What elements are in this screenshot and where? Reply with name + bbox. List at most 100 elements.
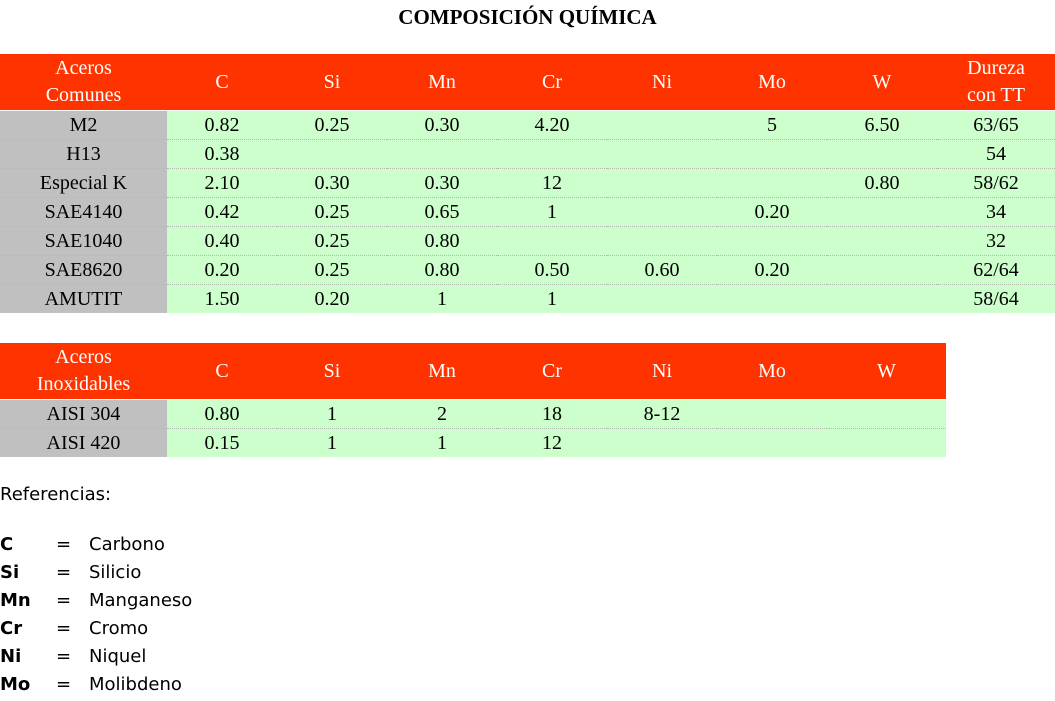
steel-name-cell: AMUTIT <box>0 284 167 313</box>
column-header-cr: Cr <box>497 54 607 111</box>
reference-equals: = <box>56 646 72 667</box>
value-cell: 0.25 <box>277 226 387 256</box>
common-steels-table: Aceros Comunes C Si Mn Cr Ni Mo W Dureza… <box>0 54 1055 313</box>
header-line: Inoxidables <box>36 373 131 395</box>
value-cell: 1 <box>497 197 607 227</box>
steel-name-cell: AISI 304 <box>0 399 167 429</box>
value-cell: 1 <box>387 428 497 457</box>
reference-symbol: Mn <box>0 590 31 611</box>
value-cell <box>827 284 937 313</box>
column-header-c: C <box>167 343 277 400</box>
value-cell: 62/64 <box>937 255 1055 285</box>
column-header-hardness: Dureza con TT <box>937 54 1055 111</box>
steel-name-cell: AISI 420 <box>0 428 167 457</box>
value-cell <box>717 399 827 429</box>
stainless-steels-table: Aceros Inoxidables C Si Mn Cr Ni Mo W AI… <box>0 343 946 457</box>
value-cell <box>607 110 717 140</box>
steel-name-cell: H13 <box>0 139 167 169</box>
value-cell: 0.82 <box>167 110 277 140</box>
value-cell: 0.50 <box>497 255 607 285</box>
column-header-cr: Cr <box>497 343 607 400</box>
value-cell: 58/64 <box>937 284 1055 313</box>
table-row: SAE8620 0.20 0.25 0.80 0.50 0.60 0.20 62/64 <box>0 255 1055 285</box>
value-cell <box>607 428 717 457</box>
column-header-si: Si <box>277 54 387 111</box>
value-cell <box>607 226 717 256</box>
value-cell <box>717 226 827 256</box>
table-row: H13 0.38 54 <box>0 139 1055 169</box>
page-title: COMPOSICIÓN QUÍMICA <box>398 5 657 29</box>
value-cell: 2 <box>387 399 497 429</box>
reference-equals: = <box>56 590 72 611</box>
value-cell: 1 <box>277 428 387 457</box>
value-cell <box>277 139 387 169</box>
reference-symbol: Mo <box>0 674 31 695</box>
value-cell: 0.65 <box>387 197 497 227</box>
value-cell: 54 <box>937 139 1055 169</box>
value-cell <box>497 226 607 256</box>
steel-name-cell: SAE8620 <box>0 255 167 285</box>
column-header-si: Si <box>277 343 387 400</box>
value-cell: 8-12 <box>607 399 717 429</box>
column-header-w: W <box>827 343 946 400</box>
value-cell <box>607 139 717 169</box>
header-line: Comunes <box>45 84 122 106</box>
value-cell <box>717 428 827 457</box>
steel-name-cell: M2 <box>0 110 167 140</box>
header-line: con TT <box>967 84 1025 106</box>
table-row: Especial K 2.10 0.30 0.30 12 0.80 58/62 <box>0 168 1055 198</box>
steel-name-cell: Especial K <box>0 168 167 198</box>
reference-name: Carbono <box>89 534 165 555</box>
value-cell <box>607 197 717 227</box>
reference-name: Cromo <box>89 618 149 639</box>
value-cell <box>827 255 937 285</box>
column-header-w: W <box>827 54 937 111</box>
value-cell: 58/62 <box>937 168 1055 198</box>
value-cell: 0.20 <box>167 255 277 285</box>
column-header-mo: Mo <box>717 343 827 400</box>
value-cell: 1 <box>497 284 607 313</box>
reference-item: Cr = Cromo <box>0 615 192 643</box>
table-row: AMUTIT 1.50 0.20 1 1 58/64 <box>0 284 1055 313</box>
value-cell: 0.30 <box>387 110 497 140</box>
table-row: AISI 304 0.80 1 2 18 8-12 <box>0 399 946 429</box>
header-line: Aceros <box>55 346 112 368</box>
column-header-steel-type: Aceros Inoxidables <box>0 343 167 400</box>
reference-name: Manganeso <box>89 590 193 611</box>
table-row: SAE4140 0.42 0.25 0.65 1 0.20 34 <box>0 197 1055 227</box>
reference-item: Si = Silicio <box>0 559 192 587</box>
value-cell: 0.38 <box>167 139 277 169</box>
reference-item: C = Carbono <box>0 531 192 559</box>
value-cell: 1 <box>277 399 387 429</box>
value-cell: 0.42 <box>167 197 277 227</box>
value-cell <box>607 284 717 313</box>
reference-item: Mn = Manganeso <box>0 587 192 615</box>
reference-symbol: Ni <box>0 646 22 667</box>
value-cell: 0.20 <box>277 284 387 313</box>
value-cell: 0.30 <box>277 168 387 198</box>
column-header-mn: Mn <box>387 54 497 111</box>
references-section: Referencias: C = Carbono Si = Silicio Mn = Manga… <box>0 481 192 699</box>
value-cell: 6.50 <box>827 110 937 140</box>
steel-name-cell: SAE4140 <box>0 197 167 227</box>
value-cell <box>827 399 946 429</box>
reference-symbol: C <box>0 534 14 555</box>
value-cell: 0.20 <box>717 255 827 285</box>
value-cell: 0.20 <box>717 197 827 227</box>
header-line: Aceros <box>55 57 112 79</box>
value-cell: 2.10 <box>167 168 277 198</box>
value-cell: 0.80 <box>387 255 497 285</box>
column-header-steel-type: Aceros Comunes <box>0 54 167 111</box>
column-header-mn: Mn <box>387 343 497 400</box>
value-cell: 0.25 <box>277 110 387 140</box>
value-cell <box>387 139 497 169</box>
value-cell: 0.60 <box>607 255 717 285</box>
value-cell: 12 <box>497 168 607 198</box>
value-cell <box>717 139 827 169</box>
table-row: SAE1040 0.40 0.25 0.80 32 <box>0 226 1055 256</box>
reference-equals: = <box>56 618 72 639</box>
value-cell: 1.50 <box>167 284 277 313</box>
value-cell <box>607 168 717 198</box>
value-cell <box>827 197 937 227</box>
value-cell: 4.20 <box>497 110 607 140</box>
